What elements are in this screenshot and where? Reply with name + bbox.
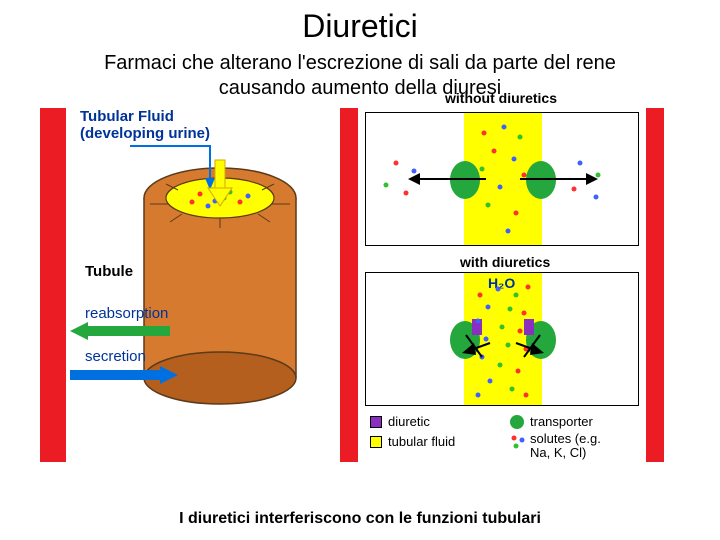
reabsorption-arrow: [70, 322, 170, 340]
tubular-fluid-label: Tubular Fluid: [80, 108, 174, 125]
legend-transporter-label: transporter: [530, 414, 593, 429]
legend-solutes-line2: Na, K, Cl): [530, 445, 586, 460]
secretion-label: secretion: [85, 348, 146, 365]
tubule-label: Tubule: [85, 263, 133, 280]
legend-transporter-swatch: [510, 415, 524, 429]
legend-solutes-line1: solutes (e.g.: [530, 431, 601, 446]
yellow-down-arrow: [208, 160, 232, 208]
legend-tubular-fluid-label: tubular fluid: [388, 434, 455, 449]
right-red-bar-left: [340, 108, 358, 462]
secretion-arrow: [70, 366, 180, 384]
left-red-bar: [40, 108, 66, 462]
subtitle: Farmaci che alterano l'escrezione di sal…: [0, 45, 720, 105]
reabsorption-label: reabsorption: [85, 305, 168, 322]
footer-text: I diuretici interferiscono con le funzio…: [0, 510, 720, 528]
right-red-bar-right: [646, 108, 664, 462]
page-title: Diuretici: [0, 0, 720, 45]
legend-tubular-fluid-swatch: [370, 436, 382, 448]
diagram-area: Tubular Fluid (developing urine): [40, 108, 680, 488]
legend: diuretic transporter tubular fluid solut…: [370, 414, 644, 464]
legend-solutes-swatch: [510, 434, 528, 450]
blocked-arrows: [366, 273, 640, 407]
solutes-right-exit: [550, 113, 640, 247]
panel-without: [365, 112, 639, 246]
blue-arrow-tubular-fluid: [80, 138, 260, 208]
subtitle-line1: Farmaci che alterano l'escrezione di sal…: [104, 52, 616, 74]
without-diuretics-label: without diuretics: [445, 90, 557, 106]
legend-solutes-label: solutes (e.g. Na, K, Cl): [530, 432, 601, 461]
solutes-left-exit: [366, 113, 456, 247]
legend-diuretic-swatch: [370, 416, 382, 428]
panel-with: H₂O: [365, 272, 639, 406]
legend-diuretic-label: diuretic: [388, 414, 430, 429]
with-diuretics-label: with diuretics: [460, 254, 550, 270]
